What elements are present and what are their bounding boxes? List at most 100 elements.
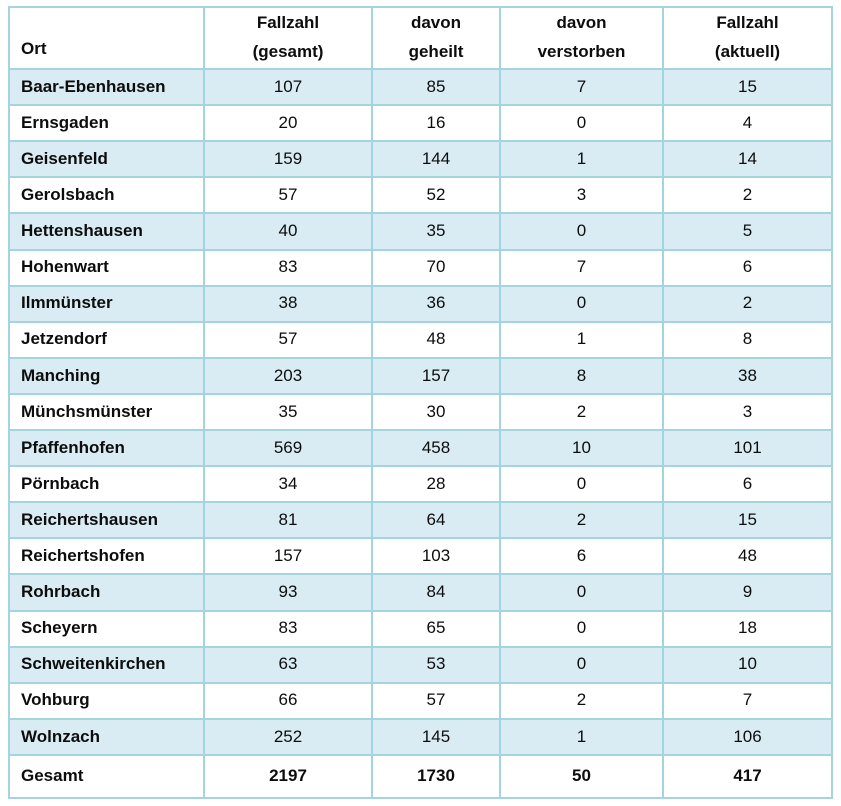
col-header-ort: Ort bbox=[10, 8, 203, 68]
value-cell: 2 bbox=[501, 503, 662, 538]
ort-cell: Geisenfeld bbox=[10, 142, 203, 177]
value-cell: 15 bbox=[664, 70, 831, 105]
value-cell: 48 bbox=[373, 322, 499, 357]
value-cell: 10 bbox=[501, 431, 662, 466]
col-header-fallzahl-aktuell: Fallzahl (aktuell) bbox=[664, 8, 831, 68]
header-line: verstorben bbox=[537, 42, 626, 61]
value-cell: 6 bbox=[664, 467, 831, 502]
header-line: (aktuell) bbox=[714, 42, 781, 61]
header-line: davon bbox=[410, 13, 462, 33]
value-cell: 81 bbox=[205, 503, 371, 538]
value-cell: 64 bbox=[373, 503, 499, 538]
value-cell: 252 bbox=[205, 719, 371, 754]
value-cell: 16 bbox=[373, 106, 499, 141]
value-cell: 203 bbox=[205, 358, 371, 393]
value-cell: 458 bbox=[373, 431, 499, 466]
ort-cell: Ilmmünster bbox=[10, 286, 203, 321]
value-cell: 20 bbox=[205, 106, 371, 141]
value-cell: 157 bbox=[373, 358, 499, 393]
value-cell: 2 bbox=[664, 286, 831, 321]
col-header-davon-verstorben: davon verstorben bbox=[501, 8, 662, 68]
value-cell: 159 bbox=[205, 142, 371, 177]
value-cell: 2 bbox=[664, 178, 831, 213]
value-cell: 3 bbox=[664, 394, 831, 430]
value-cell: 107 bbox=[205, 70, 371, 105]
value-cell: 83 bbox=[205, 250, 371, 285]
value-cell: 8 bbox=[501, 358, 662, 393]
value-cell: 1730 bbox=[373, 755, 499, 797]
ort-cell: Baar-Ebenhausen bbox=[10, 70, 203, 105]
ort-cell: Hettenshausen bbox=[10, 214, 203, 249]
value-cell: 36 bbox=[373, 286, 499, 321]
value-cell: 0 bbox=[501, 286, 662, 321]
header-line: Fallzahl bbox=[716, 13, 779, 33]
ort-cell: Scheyern bbox=[10, 611, 203, 646]
value-cell: 35 bbox=[373, 214, 499, 249]
col-header-davon-geheilt: davon geheilt bbox=[373, 8, 499, 68]
value-cell: 157 bbox=[205, 539, 371, 574]
value-cell: 7 bbox=[501, 70, 662, 105]
value-cell: 93 bbox=[205, 575, 371, 610]
ort-cell: Jetzendorf bbox=[10, 322, 203, 357]
value-cell: 4 bbox=[664, 106, 831, 141]
value-cell: 8 bbox=[664, 322, 831, 357]
value-cell: 30 bbox=[373, 394, 499, 430]
value-cell: 66 bbox=[205, 683, 371, 718]
value-cell: 57 bbox=[373, 683, 499, 718]
value-cell: 28 bbox=[373, 467, 499, 502]
value-cell: 85 bbox=[373, 70, 499, 105]
col-header-ort-label: Ort bbox=[21, 39, 47, 59]
ort-cell: Pörnbach bbox=[10, 467, 203, 502]
value-cell: 57 bbox=[205, 322, 371, 357]
value-cell: 0 bbox=[501, 611, 662, 646]
col-header-fallzahl-gesamt: Fallzahl (gesamt) bbox=[205, 8, 371, 68]
cases-table: Ort Fallzahl (gesamt) davon geheilt davo… bbox=[8, 6, 833, 799]
ort-cell: Reichertshausen bbox=[10, 503, 203, 538]
ort-cell: Hohenwart bbox=[10, 250, 203, 285]
value-cell: 103 bbox=[373, 539, 499, 574]
value-cell: 7 bbox=[664, 683, 831, 718]
value-cell: 9 bbox=[664, 575, 831, 610]
value-cell: 6 bbox=[501, 539, 662, 574]
ort-cell: Schweitenkirchen bbox=[10, 647, 203, 682]
value-cell: 18 bbox=[664, 611, 831, 646]
value-cell: 50 bbox=[501, 755, 662, 797]
value-cell: 1 bbox=[501, 322, 662, 357]
header-line: (gesamt) bbox=[252, 42, 324, 61]
value-cell: 3 bbox=[501, 178, 662, 213]
value-cell: 2 bbox=[501, 683, 662, 718]
value-cell: 144 bbox=[373, 142, 499, 177]
value-cell: 52 bbox=[373, 178, 499, 213]
value-cell: 38 bbox=[205, 286, 371, 321]
value-cell: 0 bbox=[501, 467, 662, 502]
value-cell: 1 bbox=[501, 719, 662, 754]
ort-cell: Rohrbach bbox=[10, 575, 203, 610]
value-cell: 48 bbox=[664, 539, 831, 574]
value-cell: 57 bbox=[205, 178, 371, 213]
value-cell: 1 bbox=[501, 142, 662, 177]
value-cell: 14 bbox=[664, 142, 831, 177]
ort-cell: Münchsmünster bbox=[10, 394, 203, 430]
value-cell: 40 bbox=[205, 214, 371, 249]
value-cell: 7 bbox=[501, 250, 662, 285]
value-cell: 5 bbox=[664, 214, 831, 249]
value-cell: 0 bbox=[501, 106, 662, 141]
value-cell: 34 bbox=[205, 467, 371, 502]
value-cell: 38 bbox=[664, 358, 831, 393]
header-line: davon bbox=[556, 13, 607, 33]
value-cell: 569 bbox=[205, 431, 371, 466]
value-cell: 2197 bbox=[205, 755, 371, 797]
value-cell: 0 bbox=[501, 214, 662, 249]
value-cell: 53 bbox=[373, 647, 499, 682]
ort-cell: Gesamt bbox=[10, 755, 203, 797]
value-cell: 15 bbox=[664, 503, 831, 538]
value-cell: 0 bbox=[501, 575, 662, 610]
value-cell: 101 bbox=[664, 431, 831, 466]
value-cell: 417 bbox=[664, 755, 831, 797]
header-line: geheilt bbox=[408, 42, 464, 61]
value-cell: 106 bbox=[664, 719, 831, 754]
header-line: Fallzahl bbox=[256, 13, 320, 33]
value-cell: 10 bbox=[664, 647, 831, 682]
ort-cell: Pfaffenhofen bbox=[10, 431, 203, 466]
